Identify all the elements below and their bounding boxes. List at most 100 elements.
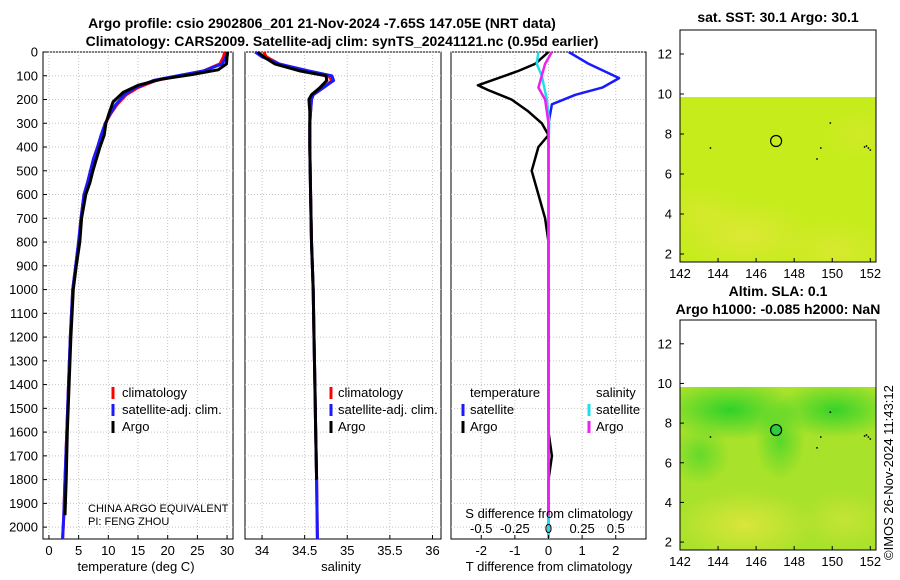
temperature-legend-climatology: climatology [122,385,188,400]
salinity-difference-tick-label: 0 [545,521,552,536]
float-annotation-line2: PI: FENG ZHOU [88,516,169,528]
temperature-xlabel: temperature (deg C) [77,559,194,574]
sst-ytick-label: 2 [665,247,672,262]
salinity-difference-tick-label: 0.5 [607,521,625,536]
depth-tick-label: 200 [16,92,38,107]
sla-map-title-line2: Argo h1000: -0.085 h2000: NaN [676,301,881,317]
diff-tick-label: -2 [475,543,487,558]
sla-reef-dot [867,436,870,438]
figure-title-line1: Argo profile: csio 2902806_201 21-Nov-20… [88,15,556,31]
salinity-difference-tick-label: 0.25 [569,521,594,536]
temperature-legend-satellite: satellite-adj. clim. [122,402,222,417]
sst-reef-dot [829,122,832,124]
sal-tick-label: 35.5 [377,543,402,558]
sst-map-title: sat. SST: 30.1 Argo: 30.1 [697,9,859,25]
difference-legend-sal-satellite: satellite [596,402,640,417]
depth-tick-label: 1300 [9,353,38,368]
sst-reef-markers [709,122,872,160]
difference-legend-title-temperature: temperature [470,385,540,400]
depth-tick-label: 700 [16,211,38,226]
sla-ytick-label: 10 [658,376,672,391]
difference-legend-temp-satellite: satellite [470,402,514,417]
imos-timestamp: ©IMOS 26-Nov-2024 11:43:12 [881,385,896,560]
salinity-legend-argo: Argo [338,419,365,434]
sst-ytick-label: 4 [665,207,672,222]
depth-tick-label: 1700 [9,448,38,463]
sal-tick-label: 34.5 [292,543,317,558]
difference-top-label: S difference from climatology [465,506,633,521]
sst-argo-position-marker [769,134,783,148]
sst-ytick-label: 12 [658,47,672,62]
diff-tick-label: -1 [509,543,521,558]
sal-tick-label: 35 [340,543,354,558]
sal-line-argo [256,50,329,480]
difference-xlabel: T difference from climatology [466,559,633,574]
salinity-xlabel: salinity [321,559,361,574]
depth-tick-label: 1200 [9,330,38,345]
salinity-tick-labels: 34 34.5 35 35.5 36 [255,535,440,558]
sla-map-title-line1: Altim. SLA: 0.1 [729,283,828,299]
salinity-difference-tick-label: -0.5 [470,521,492,536]
temperature-tick-labels: 0 5 10 15 20 25 30 [45,535,234,558]
sla-reef-dot [816,446,818,449]
sla-xtick-label: 146 [745,554,767,569]
sal-tick-label: 34 [255,543,269,558]
sla-xtick-label: 150 [821,554,843,569]
sst-xtick-label: 152 [859,266,881,281]
depth-tick-label: 2000 [9,520,38,535]
diff-tick-label: 0 [545,543,552,558]
sla-field [680,387,876,550]
sst-field [680,97,876,262]
depth-tick-label: 500 [16,163,38,178]
temp-tick-label: 10 [101,543,115,558]
sla-ytick-label: 12 [658,336,672,351]
sla-argo-position-marker [769,423,783,437]
sst-xtick-label: 148 [783,266,805,281]
sla-ytick-label: 6 [665,455,672,470]
sst-reef-dot [867,147,870,149]
diff-tick-label: 2 [612,543,619,558]
depth-tick-label: 1400 [9,377,38,392]
salinity-grid [245,51,441,539]
sla-map-frame [679,319,877,551]
difference-legend: temperature salinity satellite Argo sate… [461,385,640,434]
salinity-legend-climatology: climatology [338,385,404,400]
depth-tick-label: 0 [31,45,38,60]
depth-tick-labels: 0 100 200 300 400 500 600 700 800 900 1000 1100 1200… [9,45,47,535]
sla-ytick-label: 4 [665,495,672,510]
sla-xtick-label: 148 [783,554,805,569]
sal-tick-label: 36 [425,543,439,558]
depth-tick-label: 1000 [9,282,38,297]
sst-map-frame [679,29,877,263]
sla-reef-dot [865,434,868,436]
temperature-lines [61,51,230,540]
sla-reef-dot [829,411,832,414]
salinity-lines [254,50,336,540]
depth-tick-label: 1100 [10,306,38,321]
sst-ytick-label: 10 [658,87,672,102]
sst-xtick-label: 144 [707,266,729,281]
diff-tick-label: 1 [579,543,586,558]
temp-tick-label: 0 [45,543,52,558]
temp-tick-label: 25 [190,543,204,558]
depth-tick-label: 600 [16,187,38,202]
difference-legend-sal-argo: Argo [596,419,623,434]
temperature-legend-argo: Argo [122,419,149,434]
depth-tick-label: 1800 [9,472,38,487]
difference-legend-temp-argo: Argo [470,419,497,434]
depth-tick-label: 1500 [9,401,38,416]
salinity-difference-tick-labels: -0.5 -0.25 0 0.25 0.5 [470,521,625,536]
depth-tick-label: 1600 [9,425,38,440]
sst-ytick-label: 6 [665,167,672,182]
temp-tick-label: 15 [131,543,145,558]
sla-reef-dot [819,436,822,438]
salinity-axes [244,51,442,540]
sla-reef-markers [709,411,872,449]
temperature-legend: climatology satellite-adj. clim. Argo [111,385,222,434]
sst-xtick-label: 150 [821,266,843,281]
figure-title-line2: Climatology: CARS2009. Satellite-adj cli… [86,33,599,49]
difference-lines [476,50,621,539]
sst-reef-dot [819,147,822,149]
sla-xtick-label: 142 [669,554,691,569]
